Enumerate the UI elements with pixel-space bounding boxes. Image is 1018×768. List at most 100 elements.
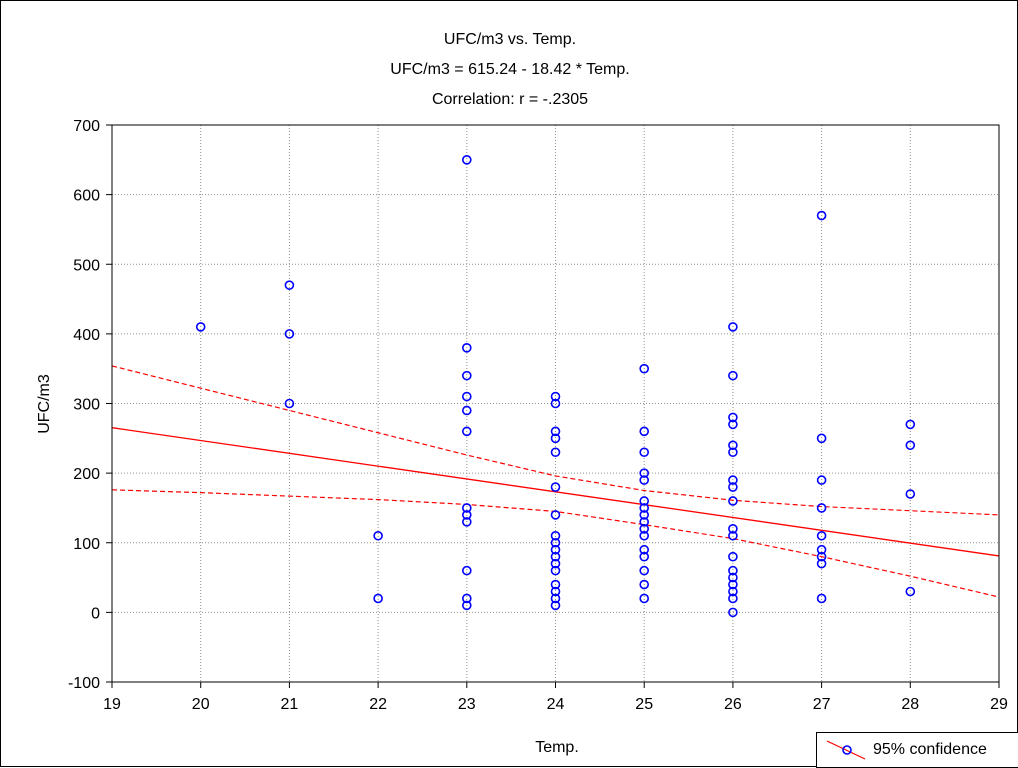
data-point (550, 565, 561, 576)
data-point (728, 419, 738, 430)
y-tick-label: 700 (73, 118, 100, 135)
data-point (905, 489, 916, 499)
data-point (550, 510, 561, 520)
data-point (639, 426, 650, 437)
data-point (550, 586, 561, 597)
data-point (639, 503, 650, 513)
data-point (728, 551, 738, 562)
data-point (816, 551, 827, 562)
x-tick-label: 20 (192, 696, 210, 713)
data-point (639, 524, 650, 534)
data-point (728, 412, 738, 423)
data-point (461, 155, 472, 165)
x-tick-label: 27 (813, 696, 831, 713)
legend-label: 95% confidence (873, 741, 987, 758)
confidence-upper-line (111, 365, 1000, 516)
data-point (550, 447, 561, 458)
data-point (728, 586, 738, 597)
data-point (816, 433, 827, 444)
data-point (639, 517, 650, 527)
data-point (373, 530, 383, 541)
data-point (639, 565, 650, 576)
data-point (461, 593, 472, 604)
tick-labels: 19 20 21 22 23 24 25 26 27 28 29 -100 0 100 200 300 400 5… (68, 118, 1008, 713)
data-point (284, 280, 295, 290)
data-point (550, 398, 561, 409)
data-point (728, 572, 738, 583)
y-tick-label: 300 (73, 397, 100, 414)
data-point (550, 551, 561, 562)
data-point (639, 447, 650, 458)
data-point (905, 440, 916, 451)
y-tick-label: 500 (73, 257, 100, 274)
data-point (816, 544, 827, 555)
data-point (816, 210, 827, 221)
data-point (461, 600, 472, 611)
x-tick-label: 26 (724, 696, 742, 713)
data-point (905, 586, 916, 597)
data-point (461, 370, 472, 381)
y-tick-label: 100 (73, 536, 100, 553)
legend-symbol-icon (826, 740, 866, 760)
data-point (461, 565, 472, 576)
data-point (550, 391, 561, 402)
y-tick-label: 200 (73, 466, 100, 483)
x-tick-label: 25 (635, 696, 653, 713)
x-tick-label: 22 (369, 696, 387, 713)
data-point (728, 370, 738, 381)
data-point (639, 544, 650, 555)
data-point (461, 426, 472, 437)
y-axis-title: UFC/m3 (36, 374, 53, 434)
data-point (728, 607, 738, 618)
data-point (728, 565, 738, 576)
data-point (639, 363, 650, 374)
data-point (816, 558, 827, 569)
data-point (639, 551, 650, 562)
data-point (550, 544, 561, 555)
data-point (728, 496, 738, 506)
x-tick-label: 23 (458, 696, 476, 713)
data-point (816, 530, 827, 541)
x-tick-label: 29 (990, 696, 1008, 713)
data-point (550, 537, 561, 548)
y-tick-label: -100 (68, 675, 100, 692)
data-point (728, 579, 738, 590)
data-point (639, 530, 650, 541)
data-point (284, 398, 295, 409)
data-point (550, 433, 561, 444)
data-point (550, 558, 561, 569)
data-point (461, 510, 472, 520)
chart-title: UFC/m3 vs. Temp. (443, 31, 577, 48)
data-point (728, 482, 738, 492)
data-point (284, 329, 295, 339)
data-point (816, 593, 827, 604)
data-point (728, 530, 738, 541)
data-points (195, 155, 916, 618)
data-point (639, 475, 650, 485)
y-tick-label: 400 (73, 327, 100, 344)
x-tick-label: 21 (281, 696, 299, 713)
data-point (728, 593, 738, 604)
data-point (905, 419, 916, 430)
data-point (639, 510, 650, 520)
y-tick-label: 600 (73, 188, 100, 205)
x-tick-label: 28 (901, 696, 919, 713)
data-point (550, 600, 561, 611)
data-point (816, 503, 827, 513)
data-point (639, 579, 650, 590)
data-point (728, 322, 738, 332)
data-point (195, 322, 206, 332)
data-point (550, 426, 561, 437)
data-point (639, 468, 650, 478)
data-point (728, 524, 738, 534)
data-point (639, 593, 650, 604)
grid (112, 125, 999, 682)
data-point (728, 447, 738, 458)
data-point (639, 496, 650, 506)
data-point (461, 342, 472, 353)
data-point (373, 593, 383, 604)
data-point (461, 503, 472, 513)
data-point (550, 579, 561, 590)
